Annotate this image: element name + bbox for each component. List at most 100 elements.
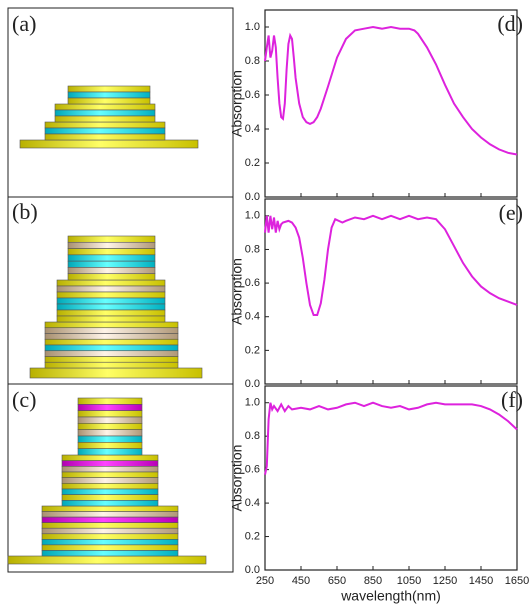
y-tick-label: 0.0 [245,378,260,390]
layer [61,488,159,495]
layer [77,429,143,437]
layer [67,267,156,275]
layer [41,516,179,523]
layer [44,133,166,141]
layer [41,544,179,551]
layer [67,254,156,262]
layer [77,435,143,443]
y-tick-label: 1.0 [245,397,260,409]
x-tick-label: 850 [364,575,382,587]
layer [41,505,179,512]
layer [56,285,166,293]
x-tick-label: 1450 [469,575,493,587]
y-tick-label: 1.0 [245,210,260,222]
layer [61,494,159,501]
y-tick-label: 0.0 [245,564,260,576]
panel-label: (a) [12,11,36,36]
layer [56,303,166,311]
layer [61,460,159,467]
y-tick-label: 0.6 [245,89,260,101]
y-tick-label: 0.0 [245,191,260,203]
layer [56,291,166,299]
panel-label: (e) [499,200,523,225]
absorption-line [264,401,518,475]
x-tick-label: 650 [328,575,346,587]
y-tick-label: 0.4 [245,123,260,135]
panel-label: (b) [12,199,38,224]
y-axis-label: Absorption [229,258,245,325]
layer [41,533,179,540]
layer [67,273,156,281]
layer [56,297,166,305]
layer [44,350,179,357]
layer [61,471,159,478]
layer [77,397,143,405]
layer [19,139,199,149]
layer [77,416,143,424]
panel-label: (d) [497,11,523,36]
y-tick-label: 0.2 [245,157,260,169]
y-tick-label: 0.4 [245,311,260,323]
absorption-line [264,214,518,317]
y-tick-label: 0.8 [245,55,260,67]
layer [61,483,159,490]
plot-frame [264,385,518,571]
x-axis-label: wavelength(nm) [340,588,441,604]
plot-frame [264,198,518,385]
layer [61,500,159,507]
y-axis-label: Absorption [229,445,245,512]
y-tick-label: 0.8 [245,430,260,442]
layer [29,367,203,379]
panel-label: (f) [501,387,523,412]
layer [44,121,166,129]
layer [77,423,143,430]
x-tick-label: 1650 [505,575,529,587]
x-tick-label: 1250 [433,575,457,587]
layer [7,555,207,565]
layer [44,327,179,334]
layer [67,248,156,256]
y-tick-label: 0.6 [245,277,260,289]
panel-label: (c) [12,387,36,412]
y-tick-label: 0.8 [245,243,260,255]
layer [44,344,179,352]
layer [54,109,156,117]
layer [67,235,156,243]
y-tick-label: 0.2 [245,344,260,356]
layer [77,448,143,456]
layer [61,454,159,461]
layer [44,361,179,369]
layer [56,309,166,317]
layer [44,321,179,329]
x-tick-label: 250 [256,575,274,587]
layer [41,522,179,529]
layer [41,511,179,518]
absorption-line [264,25,518,156]
plots: 0.0 0.2 0.4 0.6 0.8 1.0 Absorption (d) 0.0 0.2 0.4… [229,9,529,604]
layer [41,550,179,557]
layer [67,97,151,105]
layer [77,404,143,411]
x-tick-label: 450 [292,575,310,587]
y-tick-label: 1.0 [245,21,260,33]
layer [67,241,156,249]
layer [44,356,179,363]
layer [44,127,166,135]
layer [67,260,156,268]
layer [67,85,151,93]
plot-frame [264,9,518,198]
layer [41,539,179,546]
layer [67,91,151,99]
layer [54,115,156,123]
layer [44,333,179,340]
y-tick-label: 0.2 [245,530,260,542]
layer [56,315,166,323]
layer [61,466,159,473]
y-axis-label: Absorption [229,70,245,137]
layer [44,338,179,346]
x-tick-label: 1050 [397,575,421,587]
panel-border [7,383,234,573]
layer [56,279,166,287]
y-tick-label: 0.6 [245,464,260,476]
